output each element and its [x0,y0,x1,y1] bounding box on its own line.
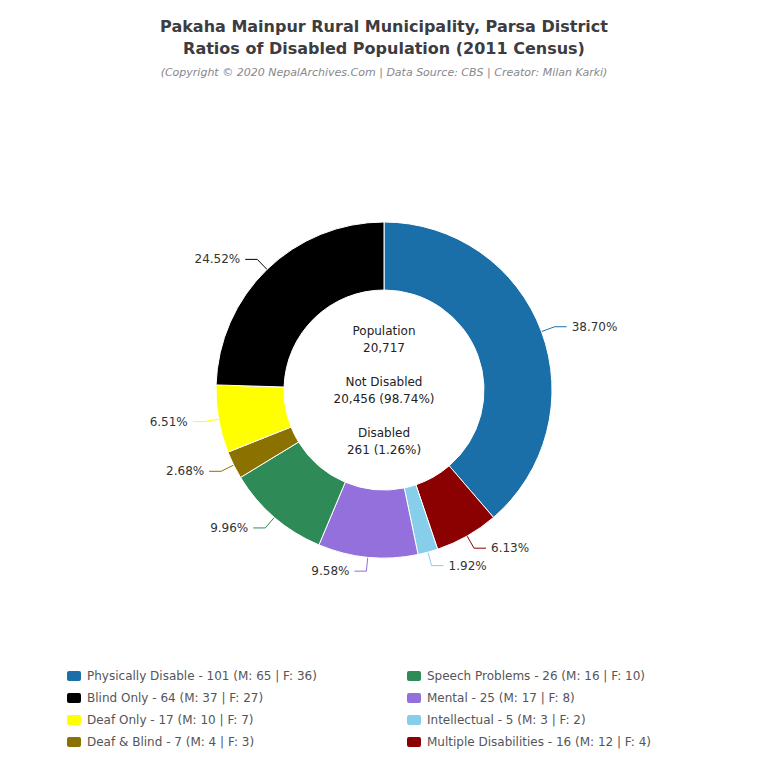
svg-text:Intellectual - 5 (M: 3 | F: 2): Intellectual - 5 (M: 3 | F: 2) [427,713,586,727]
svg-text:Multiple Disabilities - 16 (M:: Multiple Disabilities - 16 (M: 12 | F: 4… [427,735,651,749]
svg-text:24.52%: 24.52% [194,252,240,266]
svg-text:Not Disabled: Not Disabled [346,375,423,389]
svg-text:1.92%: 1.92% [449,559,487,573]
svg-text:Disabled: Disabled [358,426,410,440]
svg-text:9.58%: 9.58% [311,564,349,578]
svg-text:Speech Problems - 26 (M: 16 |: Speech Problems - 26 (M: 16 | F: 10) [427,669,645,683]
svg-text:Deaf & Blind - 7 (M: 4 | F: 3): Deaf & Blind - 7 (M: 4 | F: 3) [87,735,254,749]
svg-text:Physically Disable - 101 (M: 6: Physically Disable - 101 (M: 65 | F: 36) [87,669,317,683]
svg-text:38.70%: 38.70% [572,320,618,334]
svg-text:(Copyright © 2020 NepalArchive: (Copyright © 2020 NepalArchives.Com | Da… [161,66,608,79]
svg-text:20,717: 20,717 [363,341,405,355]
svg-text:2.68%: 2.68% [166,464,204,478]
svg-text:Mental - 25 (M: 17 | F: 8): Mental - 25 (M: 17 | F: 8) [427,691,575,705]
svg-text:6.13%: 6.13% [491,541,529,555]
svg-text:Ratios of Disabled Population: Ratios of Disabled Population (2011 Cens… [183,39,585,58]
svg-text:Blind Only - 64 (M: 37 | F: 27: Blind Only - 64 (M: 37 | F: 27) [87,691,263,705]
svg-text:9.96%: 9.96% [210,521,248,535]
svg-text:Pakaha Mainpur Rural Municipal: Pakaha Mainpur Rural Municipality, Parsa… [160,17,608,36]
svg-text:20,456 (98.74%): 20,456 (98.74%) [334,392,435,406]
svg-text:261 (1.26%): 261 (1.26%) [347,443,421,457]
svg-text:Population: Population [352,324,415,338]
svg-text:Deaf Only - 17 (M: 10 | F: 7): Deaf Only - 17 (M: 10 | F: 7) [87,713,254,727]
svg-text:6.51%: 6.51% [150,415,188,429]
